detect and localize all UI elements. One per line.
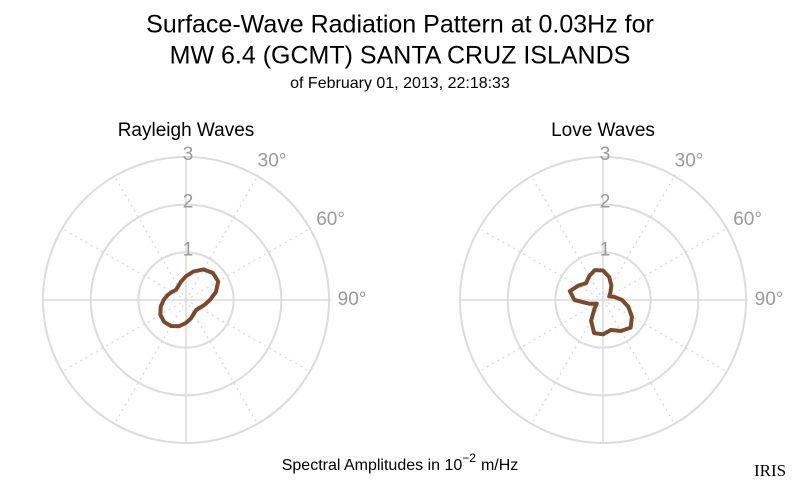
angle-tick-label: 90° (755, 289, 784, 310)
angle-tick-label: 60° (733, 209, 762, 230)
footer: Spectral Amplitudes in 10−2 m/Hz (282, 451, 519, 474)
subtitle: of February 01, 2013, 22:18:33 (290, 75, 510, 92)
spoke (185, 299, 259, 425)
title-line: MW 6.4 (GCMT) SANTA CRUZ ISLANDS (170, 42, 631, 70)
grid-circle (89, 203, 283, 397)
r-tick-label: 1 (600, 239, 611, 260)
r-tick-label: 2 (600, 192, 611, 213)
subplot-title: Rayleigh Waves (118, 120, 255, 141)
spoke (602, 299, 728, 373)
angle-tick (309, 227, 312, 229)
title-line: Surface-Wave Radiation Pattern at 0.03Hz… (146, 11, 654, 39)
grid-circle (554, 251, 652, 349)
spoke (478, 227, 604, 301)
grid-circle (137, 251, 235, 349)
radiation-pattern (567, 268, 634, 337)
footer-text: Spectral Amplitudes in 10 (282, 457, 463, 474)
spoke (61, 227, 187, 301)
r-tick-label: 1 (183, 239, 194, 260)
r-tick-label: 2 (183, 192, 194, 213)
spoke (530, 175, 604, 301)
footer-unit: m/Hz (481, 457, 518, 474)
spoke (113, 299, 187, 425)
r-tick-label: 3 (183, 144, 194, 165)
angle-tick-label: 90° (338, 289, 367, 310)
angle-tick (726, 227, 729, 229)
angle-tick (257, 174, 259, 177)
spoke (185, 299, 311, 373)
spoke (602, 227, 728, 301)
spoke (602, 175, 676, 301)
angle-tick (674, 174, 676, 177)
r-tick-label: 3 (600, 144, 611, 165)
radiation-pattern (158, 267, 221, 329)
spoke (185, 227, 311, 301)
footer-exponent: −2 (462, 451, 476, 465)
grid-circle (506, 203, 700, 397)
spoke (602, 299, 676, 425)
angle-tick-label: 60° (316, 209, 345, 230)
subplot-title: Love Waves (551, 120, 655, 141)
logo: IRIS (754, 461, 786, 480)
spoke (113, 175, 187, 301)
spoke (185, 175, 259, 301)
angle-tick-label: 30° (675, 150, 704, 171)
spoke (478, 299, 604, 373)
angle-tick-label: 30° (258, 150, 287, 171)
spoke (61, 299, 187, 373)
